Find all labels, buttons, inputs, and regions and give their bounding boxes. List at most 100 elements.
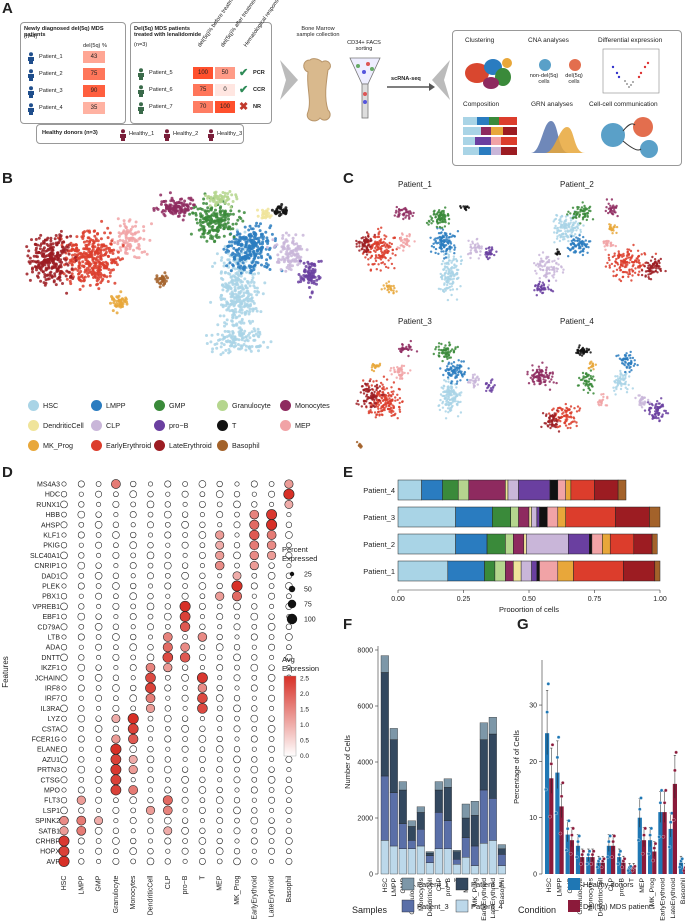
umap-point [64,274,68,278]
umap-point [279,250,283,254]
umap-point [655,267,658,270]
umap-point [299,280,303,284]
umap-point [78,262,82,265]
umap-point [375,379,378,383]
umap-point [309,262,313,266]
umap-point [99,257,103,261]
umap-point [448,398,452,401]
umap-point [630,359,633,363]
umap-point [312,281,316,285]
dot [182,532,188,538]
umap-point [456,345,459,349]
umap-point [378,399,381,402]
umap-point [469,256,472,260]
umap-point [239,244,243,248]
umap-point [374,257,377,260]
dot [215,530,225,540]
umap-point [649,272,652,275]
umap-point [242,343,246,346]
umap-point [564,418,567,421]
del5q-before-cell: 100 [193,67,213,79]
umap-point [130,239,134,242]
umap-point [255,286,259,290]
umap-point [395,376,398,379]
umap-point [459,411,463,414]
umap-point [286,263,290,267]
umap-point [365,247,368,251]
umap-point [446,407,450,410]
non-del-label: non-del(5q) cells [529,73,559,86]
umap-point [276,253,280,257]
umap-point [613,254,616,257]
umap-point [250,345,254,348]
umap-point [649,278,653,281]
umap-point [220,270,223,274]
umap-point [594,363,597,366]
umap-point [372,380,375,383]
umap-point [406,243,409,247]
umap-point [231,266,235,270]
umap-point [243,245,247,249]
umap-point [251,276,255,280]
umap-point [247,228,251,232]
umap-point [201,232,205,236]
umap-point [248,239,252,243]
umap-point [99,281,103,285]
umap-point [454,395,458,398]
umap-point [302,274,306,277]
umap-point [441,400,445,403]
feature-label: HDC [45,492,60,499]
umap-point [220,333,224,337]
umap-point [231,227,235,231]
umap-point [62,257,66,261]
umap-point [476,383,479,386]
umap-point [609,208,613,212]
umap-point [604,240,608,243]
umap-point [446,276,449,279]
umap-point [406,372,410,375]
umap-point [265,210,269,214]
umap-point [443,257,446,260]
umap-point [65,277,69,281]
umap-point [178,211,181,215]
umap-point [374,385,377,388]
umap-point [189,206,193,210]
umap-point [533,289,536,292]
healthy-box: Healthy donors (n=3) Healthy_1 Healthy_2 H… [36,124,244,144]
umap-point [215,252,219,256]
umap-point [60,241,64,245]
umap-point [109,301,112,305]
umap-point [256,327,260,331]
umap-point [569,212,572,215]
legend-swatch [280,420,291,431]
umap-point [377,243,381,246]
umap-point [70,244,74,248]
umap-point [390,373,393,376]
umap-point [624,360,627,363]
umap-point [460,259,463,263]
umap-point [238,332,242,336]
umap-point [211,347,215,351]
umap-point [54,234,58,237]
umap-point [437,287,441,290]
umap-point [446,212,450,216]
umap-point [379,381,383,385]
umap-point [573,407,576,410]
umap-point [585,218,588,222]
response-label: NR [253,104,262,110]
dot [215,540,225,550]
umap-point [578,407,582,410]
umap-point [442,250,445,253]
umap-point [445,390,448,394]
umap-point [611,213,615,216]
umap-point [554,224,557,228]
umap-point [392,236,395,240]
umap-point [580,354,584,357]
umap-point [598,399,601,402]
umap-point [571,241,574,245]
umap-point [364,256,367,259]
umap-point [648,407,651,410]
umap-point [413,240,416,243]
umap-point [459,205,462,208]
umap-point [215,214,219,218]
